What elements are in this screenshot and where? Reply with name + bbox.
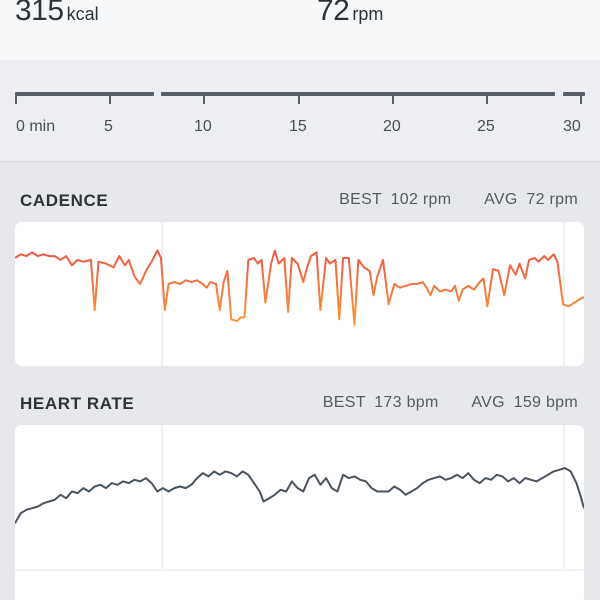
cadence-chart-card[interactable]	[15, 222, 584, 366]
cadence-best-label: BEST	[339, 191, 382, 208]
heart-rate-chart-card[interactable]	[15, 425, 584, 600]
timeline-label-0: 0 min	[16, 118, 56, 135]
workout-timeline[interactable]: 0 min 5 10 15 20 25 30	[0, 60, 600, 162]
timeline-label-30: 30	[563, 118, 581, 135]
heart-rate-header: HEART RATE BEST 173 bpm AVG 159 bpm	[0, 383, 600, 423]
timeline-label-15: 15	[289, 118, 307, 135]
cadence-summary-value: 72	[317, 0, 350, 27]
timeline-label-10: 10	[194, 118, 212, 135]
timeline-tick	[15, 96, 17, 104]
calories-unit: kcal	[66, 4, 99, 24]
cadence-summary-unit: rpm	[352, 4, 384, 24]
timeline-tick	[580, 96, 582, 104]
cadence-title: CADENCE	[20, 191, 109, 210]
heart-rate-title: HEART RATE	[20, 394, 135, 413]
calories-value: 315	[15, 0, 64, 27]
heart-rate-avg-value: 159 bpm	[513, 394, 578, 411]
heart-rate-best-value: 173 bpm	[374, 394, 439, 411]
timeline-label-5: 5	[104, 118, 113, 135]
timeline-tick	[392, 96, 394, 104]
timeline-tick	[203, 96, 205, 104]
heart-rate-series-line	[15, 467, 584, 524]
timeline-segment	[563, 92, 585, 96]
heart-rate-best-label: BEST	[322, 394, 366, 411]
timeline-tick	[298, 96, 300, 104]
cadence-stats: BEST 102 rpm AVG 72 rpm	[335, 191, 578, 209]
cadence-header: CADENCE BEST 102 rpm AVG 72 rpm	[0, 180, 600, 220]
cadence-avg-label: AVG	[484, 191, 518, 208]
cadence-chart	[15, 222, 584, 366]
heart-rate-avg-label: AVG	[471, 394, 505, 411]
heart-rate-chart	[15, 425, 584, 571]
cadence-best-value: 102 rpm	[390, 191, 452, 208]
summary-bar: 315 kcal 72 rpm	[0, 0, 600, 60]
cadence-avg-value: 72 rpm	[526, 191, 578, 208]
heart-rate-stats: BEST 173 bpm AVG 159 bpm	[319, 394, 578, 412]
calories-stat: 315 kcal	[15, 0, 99, 28]
cadence-stat: 72 rpm	[317, 0, 383, 28]
timeline-label-25: 25	[477, 118, 495, 135]
timeline-segment	[161, 92, 555, 96]
cadence-series-line	[15, 249, 584, 326]
timeline-label-20: 20	[383, 118, 401, 135]
timeline-tick	[109, 96, 111, 104]
timeline-tick	[486, 96, 488, 104]
timeline-segment	[15, 92, 154, 96]
